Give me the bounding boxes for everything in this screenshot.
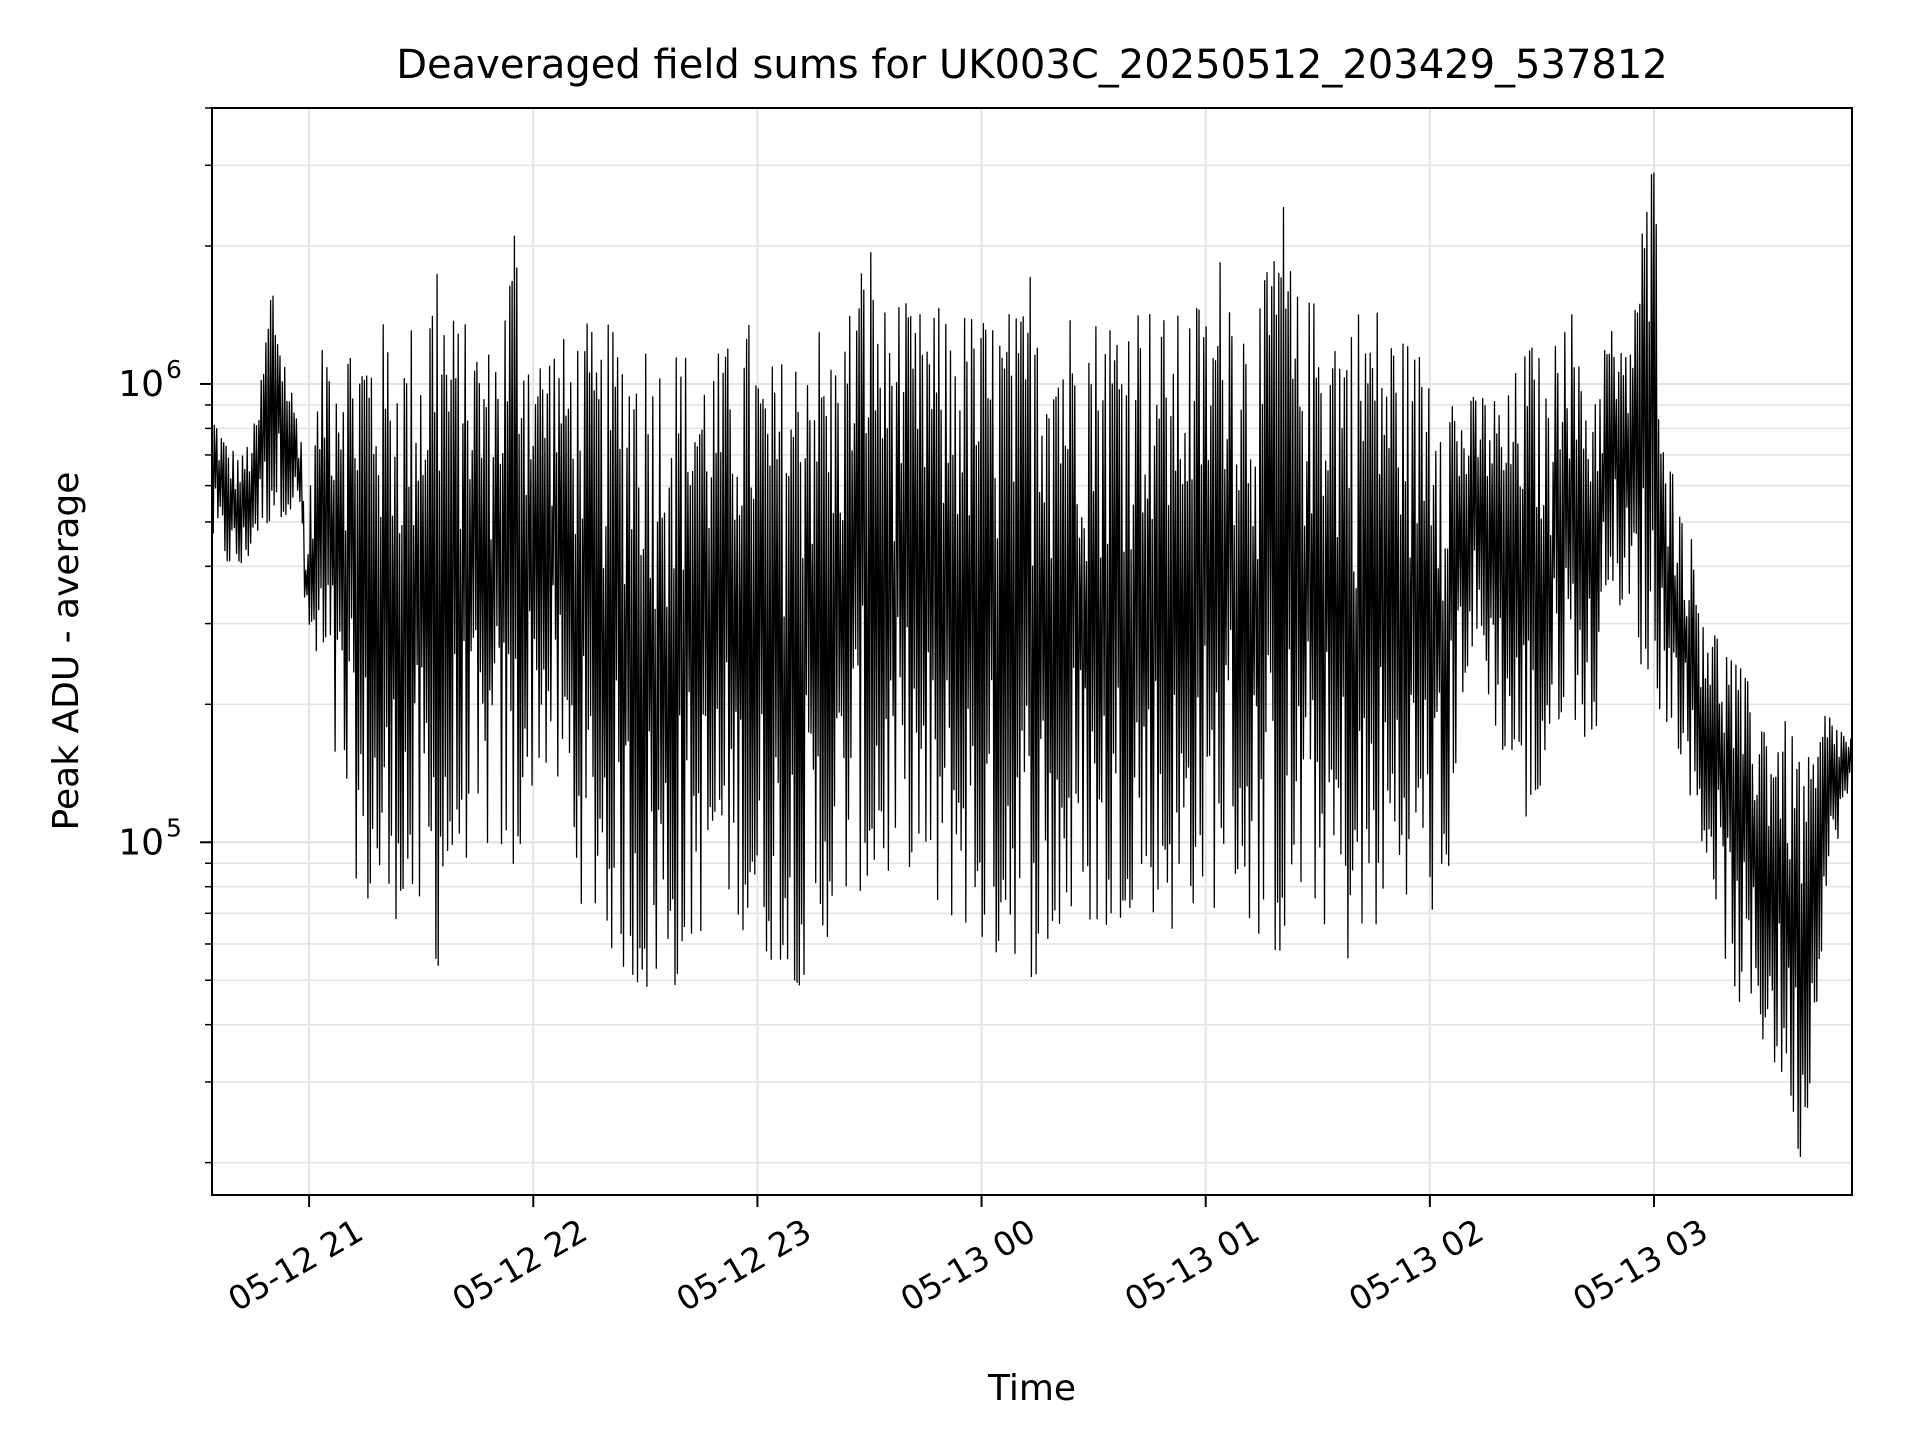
y-tick-label-exponent: 6 bbox=[166, 355, 182, 384]
series-line bbox=[211, 172, 1853, 1158]
series-layer bbox=[211, 172, 1853, 1158]
x-axis-label: Time bbox=[987, 1368, 1076, 1409]
y-tick-label-exponent: 5 bbox=[166, 813, 182, 842]
y-axis-label: Peak ADU - average bbox=[46, 472, 87, 831]
y-tick-label: 10 bbox=[118, 822, 164, 863]
chart-title: Deaveraged field sums for UK003C_2025051… bbox=[396, 42, 1667, 88]
y-tick-label: 10 bbox=[118, 364, 164, 405]
plot-frame bbox=[211, 107, 1853, 1196]
